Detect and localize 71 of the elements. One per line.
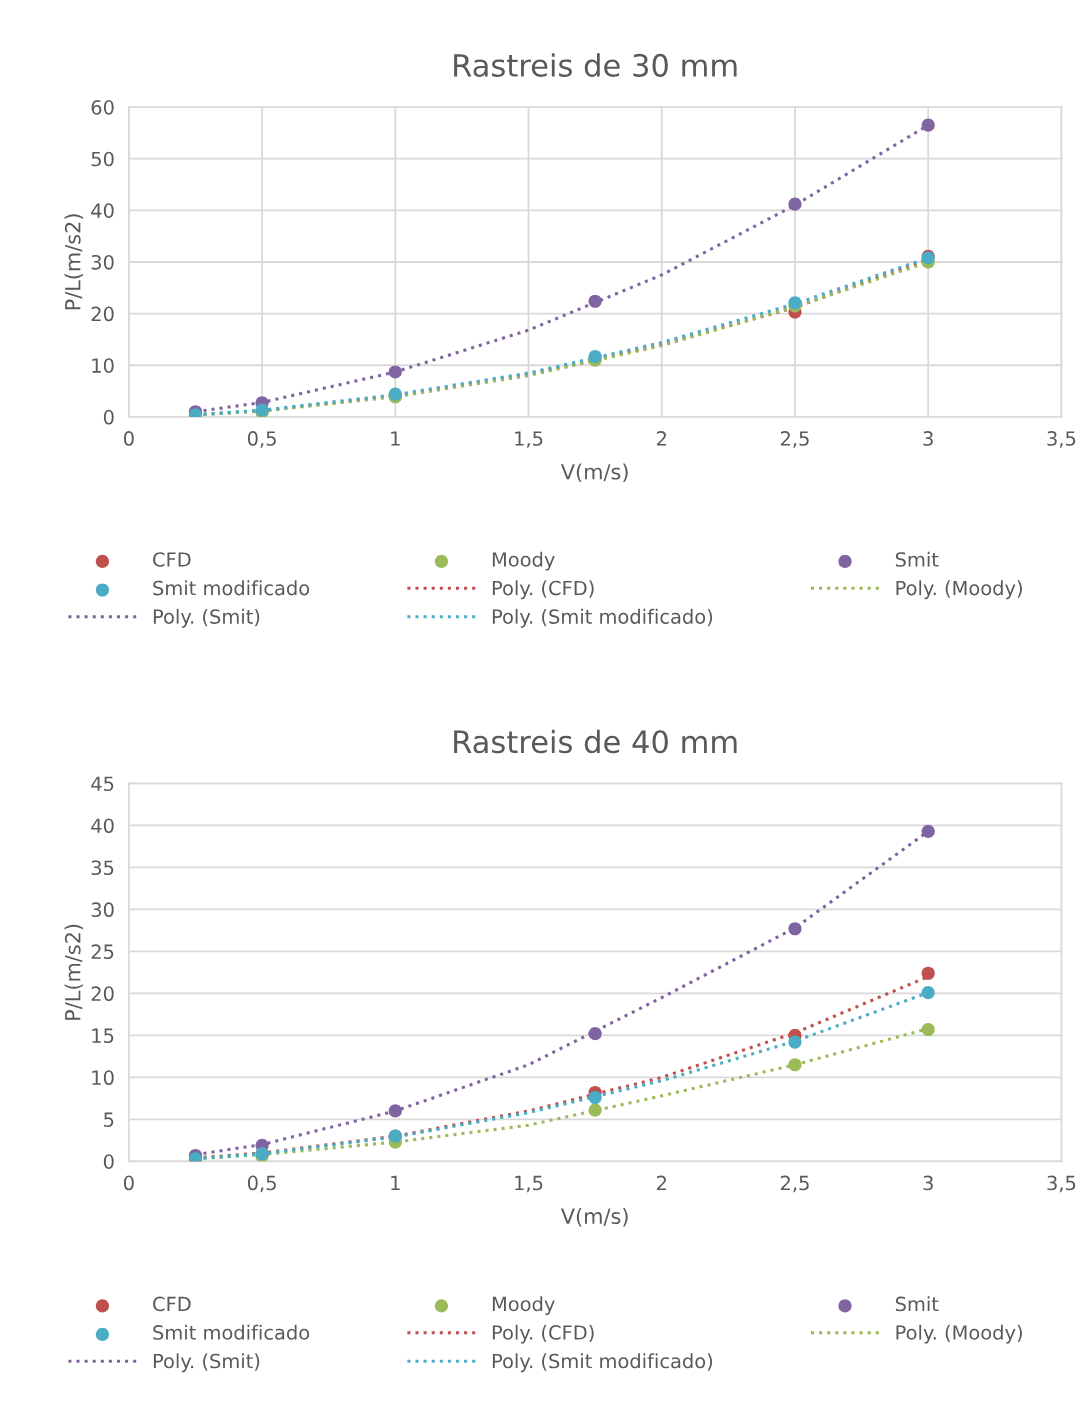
point [921, 985, 935, 1000]
x-tick-label: 2 [656, 1175, 666, 1191]
point [788, 197, 802, 211]
x-axis-title: V(m/s) [560, 463, 628, 483]
point [921, 966, 935, 980]
y-axis-title: P/L(m/s2) [64, 214, 84, 310]
x-tick-label: 1 [391, 1175, 400, 1191]
legend-label: Poly. (Moody) [896, 1324, 1022, 1344]
y-axis-title: P/L(m/s2) [64, 924, 84, 1020]
point [788, 1035, 802, 1049]
y-tick-label: 10 [92, 1070, 114, 1086]
point [921, 1022, 935, 1037]
y-tick-label: 15 [92, 1028, 114, 1044]
y-tick-label: 20 [91, 306, 114, 322]
x-tick-label: 3 [923, 1175, 933, 1191]
chart-title: Rastreis de 40 mm [454, 729, 737, 754]
y-tick-label: 45 [91, 776, 114, 792]
legend-label: Smit [895, 1296, 939, 1312]
x-tick-label: 0 [123, 431, 134, 446]
y-tick-label: 25 [91, 944, 114, 960]
point [588, 294, 602, 308]
point [388, 1104, 402, 1118]
x-tick-label: 3,5 [1047, 1175, 1076, 1193]
point [588, 1103, 602, 1117]
point [788, 922, 802, 936]
x-tick-label: 1,5 [515, 1175, 543, 1193]
legend-label: Poly. (Smit) [153, 608, 260, 628]
y-tick-label: 20 [91, 986, 114, 1002]
point [588, 349, 602, 364]
legend-label: Smit [895, 551, 939, 567]
y-tick-label: 30 [91, 902, 114, 918]
x-tick-label: 0 [123, 1175, 134, 1191]
point [921, 118, 935, 132]
legend-label: Poly. (Moody) [896, 580, 1022, 600]
x-tick-label: 0,5 [247, 1175, 276, 1193]
legend-label: Poly. (Smit modificado) [492, 608, 713, 628]
y-tick-label: 50 [91, 151, 114, 167]
point [388, 365, 402, 379]
legend-label: Moody [492, 1296, 555, 1316]
point [921, 824, 935, 838]
x-tick-label: 2,5 [780, 431, 809, 448]
y-tick-label: 0 [103, 1154, 114, 1170]
x-tick-label: 2,5 [780, 1175, 809, 1193]
x-tick-label: 3 [923, 431, 933, 446]
legend-label: Poly. (CFD) [492, 580, 594, 600]
x-tick-label: 2 [656, 431, 666, 446]
legend-label: Moody [492, 551, 555, 571]
point [588, 1090, 602, 1105]
legend-label: CFD [153, 1296, 191, 1312]
x-tick-label: 0,5 [247, 431, 276, 448]
x-tick-label: 3,5 [1047, 431, 1076, 448]
y-tick-label: 5 [104, 1112, 114, 1128]
legend-label: Poly. (Smit modificado) [492, 1353, 713, 1373]
legend-label: CFD [153, 552, 191, 567]
y-tick-label: 30 [91, 254, 114, 270]
point [788, 1058, 802, 1072]
y-tick-label: 40 [91, 203, 114, 218]
x-tick-label: 1,5 [515, 431, 543, 448]
y-tick-label: 35 [91, 860, 114, 876]
legend-label: Smit modificado [153, 580, 310, 596]
legend-label: Smit modificado [153, 1324, 310, 1340]
y-tick-label: 0 [103, 409, 114, 425]
y-tick-label: 40 [91, 818, 114, 834]
legend-label: Poly. (Smit) [153, 1353, 260, 1373]
legend-label: Poly. (CFD) [492, 1324, 594, 1344]
x-axis-title: V(m/s) [560, 1207, 628, 1227]
y-tick-label: 10 [92, 358, 114, 373]
chart-title: Rastreis de 30 mm [454, 53, 737, 77]
point [588, 1027, 602, 1041]
y-tick-label: 60 [91, 100, 114, 115]
x-tick-label: 1 [391, 431, 400, 446]
